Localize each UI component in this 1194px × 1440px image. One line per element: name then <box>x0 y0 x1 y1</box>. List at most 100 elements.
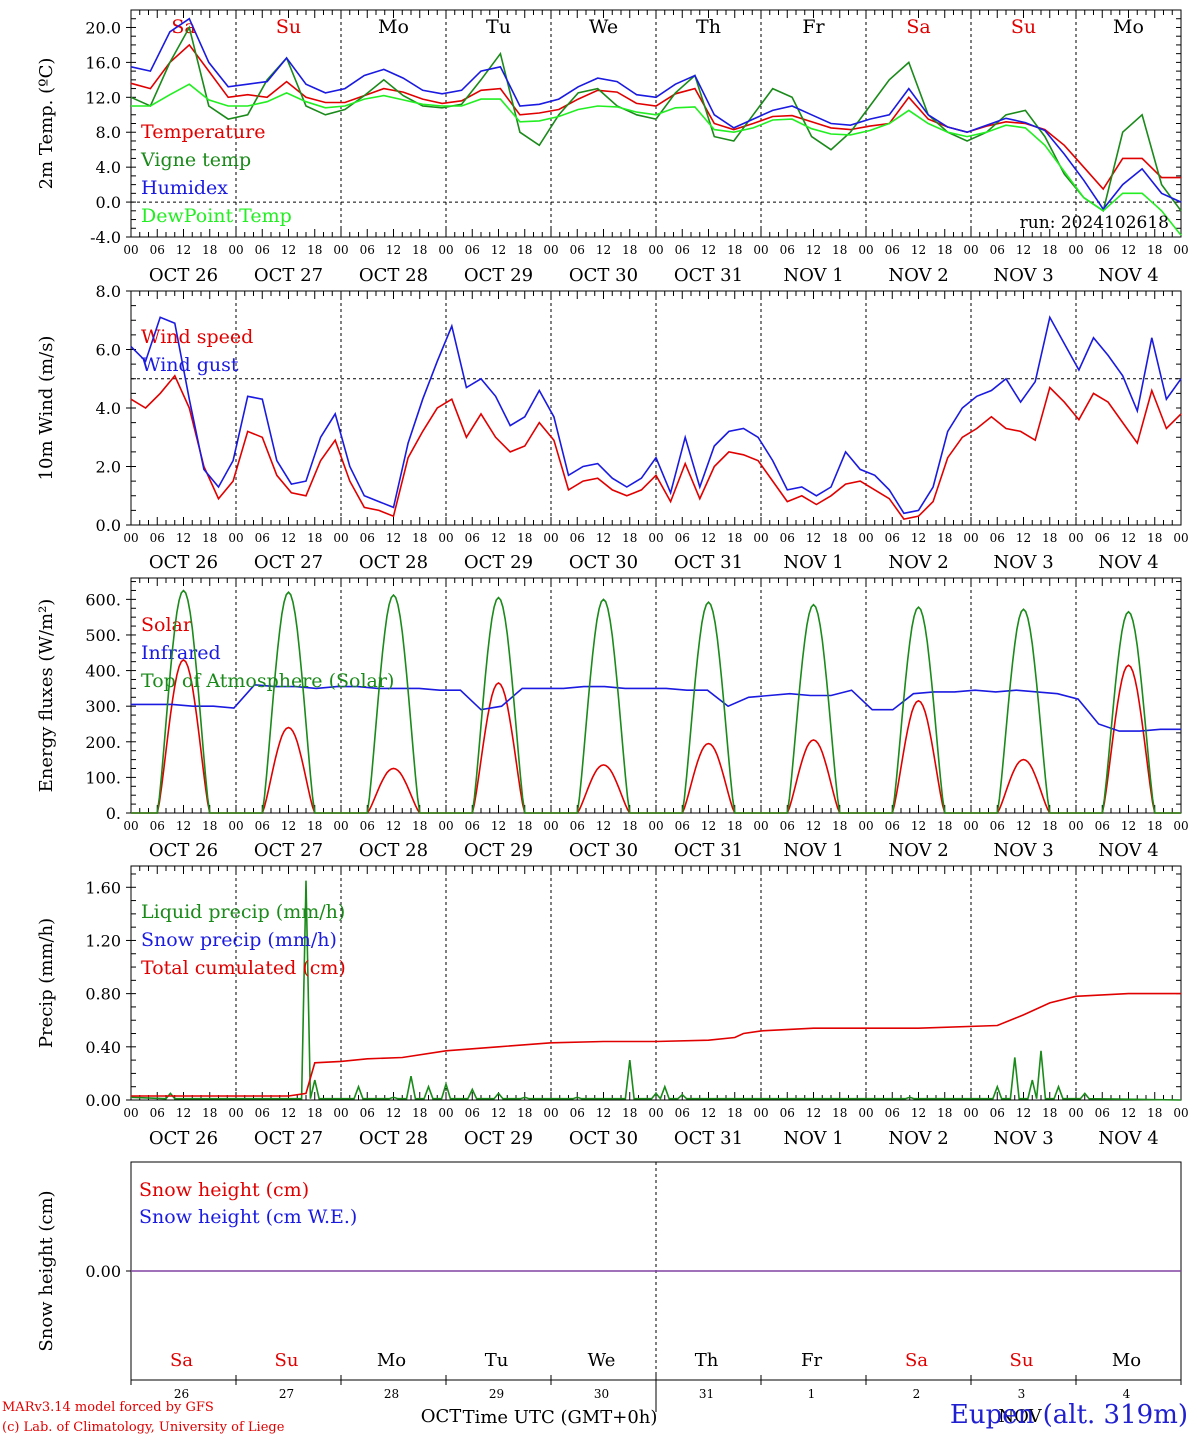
hour-label: 00 <box>543 819 558 833</box>
hour-label: 00 <box>1068 531 1083 545</box>
temperature-line <box>130 43 1181 191</box>
date-label: NOV 3 <box>993 265 1053 286</box>
hour-label: 00 <box>228 1106 243 1120</box>
date-label: NOV 2 <box>888 265 948 286</box>
hour-label: 00 <box>438 243 453 257</box>
date-label: NOV 3 <box>993 1128 1053 1149</box>
hour-label: 18 <box>412 531 427 545</box>
y-tick-label: 600. <box>85 590 121 609</box>
hour-label: 06 <box>465 819 480 833</box>
day-number: 31 <box>699 1387 714 1401</box>
hour-label: 06 <box>465 243 480 257</box>
y-tick-label: 16.0 <box>85 53 121 72</box>
hour-label: 12 <box>596 531 611 545</box>
hour-label: 06 <box>1095 243 1110 257</box>
hour-label: 00 <box>648 1106 663 1120</box>
hour-label: 00 <box>858 531 873 545</box>
panel-2: 00 06 12 18 00 06 12 18 00 06 12 18 00 06 12 18 00 06 12 18… <box>36 282 1189 573</box>
day-number: 30 <box>594 1387 609 1401</box>
hour-label: 12 <box>1121 1106 1136 1120</box>
y-tick-label: 0.0 <box>96 516 121 535</box>
date-label: NOV 3 <box>993 840 1053 861</box>
hour-label: 12 <box>176 531 191 545</box>
hour-label: 18 <box>622 819 637 833</box>
y-tick-label: 500. <box>85 626 121 645</box>
hour-label: 18 <box>727 819 742 833</box>
date-label: NOV 3 <box>993 552 1053 573</box>
date-label: OCT 26 <box>149 552 218 573</box>
wind-speed-line <box>130 374 1182 520</box>
panel-4: 00 06 12 18 00 06 12 18 00 06 12 18 00 06 12 18 00 06 12 18… <box>36 865 1189 1149</box>
date-label: OCT 29 <box>464 552 533 573</box>
legend-wind-gust: Wind gust <box>141 354 239 376</box>
hour-label: 12 <box>806 819 821 833</box>
hour-label: 06 <box>570 531 585 545</box>
y-tick-label: 0.00 <box>85 1262 121 1281</box>
hour-label: 00 <box>333 531 348 545</box>
day-number: 3 <box>1018 1387 1026 1401</box>
y-tick-label: 0.80 <box>85 985 121 1004</box>
legend-temperature: Temperature <box>141 121 265 143</box>
hour-label: 06 <box>885 819 900 833</box>
dewpoint-temp-line <box>131 83 1182 236</box>
hour-label: 12 <box>1016 1106 1031 1120</box>
weekday-label: Tu <box>485 1350 509 1371</box>
hour-label: 06 <box>360 819 375 833</box>
hour-label: 12 <box>596 243 611 257</box>
infrared-line <box>131 683 1181 732</box>
day-number: 4 <box>1123 1387 1131 1401</box>
hour-label: 12 <box>281 531 296 545</box>
y-tick-label: 0.00 <box>85 1091 121 1110</box>
hour-label: 00 <box>123 819 138 833</box>
hour-label: 00 <box>228 243 243 257</box>
hour-label: 06 <box>255 819 270 833</box>
date-label: NOV 1 <box>783 840 843 861</box>
hour-label: 12 <box>1121 819 1136 833</box>
hour-label: 12 <box>491 819 506 833</box>
lab-credit: (c) Lab. of Climatology, University of L… <box>2 1420 285 1435</box>
date-label: OCT 27 <box>254 840 323 861</box>
y-axis-label: 2m Temp. (ºC) <box>36 58 57 190</box>
hour-label: 12 <box>596 819 611 833</box>
hour-label: 18 <box>1042 1106 1057 1120</box>
date-label: OCT 27 <box>254 552 323 573</box>
month-label-nov: NOV <box>998 1406 1042 1427</box>
hour-label: 18 <box>517 243 532 257</box>
weekday-label: Mo <box>1112 1350 1141 1371</box>
hour-label: 18 <box>937 819 952 833</box>
legend-snow-precip-mm-h: Snow precip (mm/h) <box>141 929 337 951</box>
hour-label: 18 <box>727 243 742 257</box>
total-cumulated-cm-line <box>131 992 1181 1097</box>
day-number: 28 <box>384 1387 399 1401</box>
hour-label: 00 <box>438 819 453 833</box>
y-tick-label: 100. <box>85 768 121 787</box>
hour-label: 18 <box>832 1106 847 1120</box>
legend-dewpoint-temp: DewPoint Temp <box>141 205 292 227</box>
legend-top-of-atmosphere-solar: Top of Atmosphere (Solar) <box>141 670 394 692</box>
weekday-label: Sa <box>905 1350 928 1371</box>
date-label: NOV 1 <box>783 1128 843 1149</box>
y-tick-label: 8.0 <box>96 123 121 142</box>
date-label: OCT 26 <box>149 840 218 861</box>
hour-label: 06 <box>675 1106 690 1120</box>
hour-label: 00 <box>963 819 978 833</box>
weekday-label: Tu <box>486 16 511 38</box>
hour-label: 06 <box>1095 1106 1110 1120</box>
hour-label: 12 <box>491 243 506 257</box>
hour-label: 06 <box>990 531 1005 545</box>
hour-label: 06 <box>255 531 270 545</box>
hour-label: 18 <box>937 531 952 545</box>
y-tick-label: 0.0 <box>96 193 121 212</box>
hour-label: 00 <box>1173 1106 1188 1120</box>
hour-label: 06 <box>465 531 480 545</box>
y-tick-label: 4.0 <box>96 158 121 177</box>
date-label: OCT 31 <box>674 1128 743 1149</box>
hour-label: 18 <box>832 531 847 545</box>
legend-infrared: Infrared <box>141 642 221 664</box>
date-label: NOV 2 <box>888 1128 948 1149</box>
y-tick-label: 300. <box>85 697 121 716</box>
y-tick-label: 6.0 <box>96 341 121 360</box>
date-label: OCT 29 <box>464 840 533 861</box>
hour-label: 06 <box>570 819 585 833</box>
